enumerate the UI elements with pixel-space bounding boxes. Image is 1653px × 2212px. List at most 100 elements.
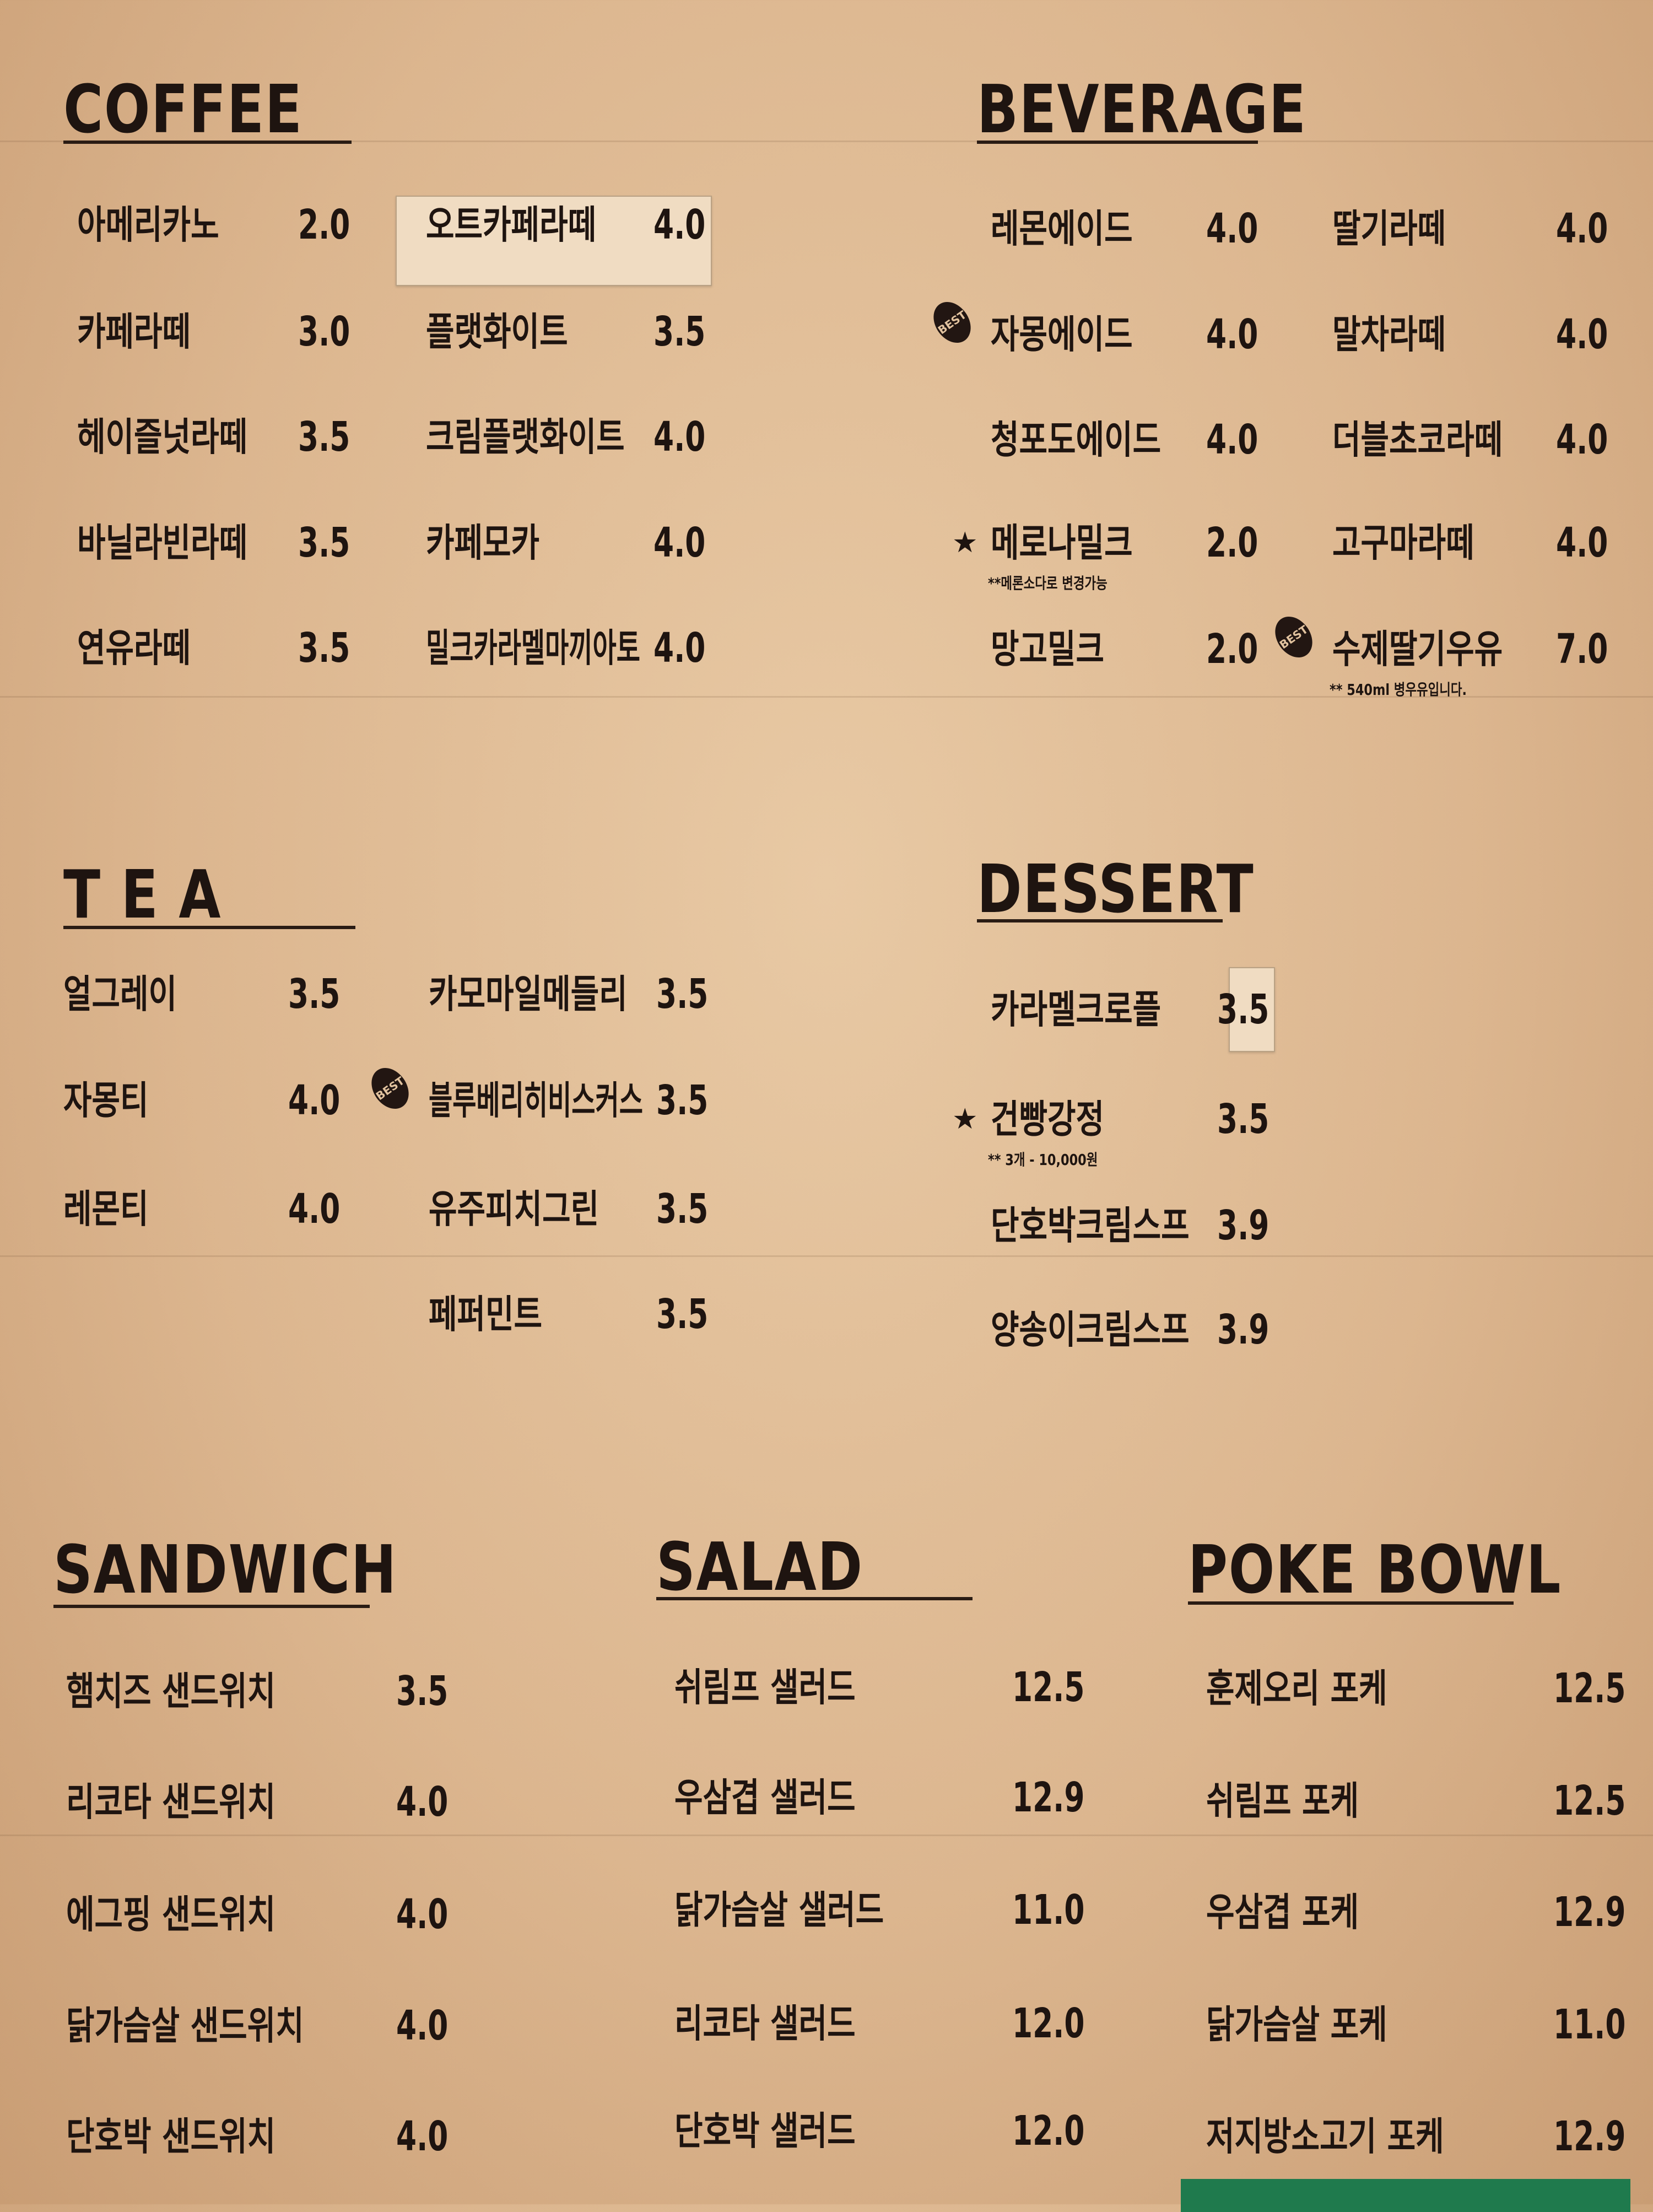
section-title-tea: T E A	[63, 857, 222, 934]
menu-item-name: 말차라떼	[1332, 312, 1446, 357]
sticker-patch	[396, 196, 712, 286]
menu-item-price: 12.0	[1012, 2000, 1085, 2047]
menu-item-price: 4.0	[1556, 205, 1608, 252]
menu-item-price: 12.9	[1553, 1889, 1626, 1936]
menu-item-name: 건빵강정	[991, 1097, 1105, 1142]
menu-item-name: 닭가슴살 샐러드	[674, 1887, 884, 1933]
section-title-coffee: COFFEE	[63, 72, 303, 148]
menu-item-price: 3.9	[1217, 1202, 1270, 1249]
section-title-poke-bowl: POKE BOWL	[1188, 1532, 1562, 1609]
menu-item-name: 블루베리히비스커스	[429, 1078, 643, 1123]
menu-item-price: 3.5	[1217, 1096, 1270, 1143]
menu-item-name: 단호박크림스프	[991, 1203, 1190, 1248]
menu-item-name: 수제딸기우유	[1332, 627, 1503, 672]
menu-item-name: 닭가슴살 포케	[1206, 2002, 1387, 2047]
menu-item-price: 4.0	[1206, 416, 1258, 463]
menu-item-price: 3.5	[298, 624, 350, 672]
menu-item-price: 4.0	[653, 624, 706, 672]
menu-item-price: 7.0	[1556, 625, 1608, 673]
menu-item-name: 닭가슴살 샌드위치	[66, 2003, 304, 2048]
menu-item-name: 쉬림프 포케	[1206, 1778, 1359, 1823]
menu-item-price: 4.0	[288, 1185, 341, 1233]
menu-item-name: 연유라떼	[77, 625, 191, 671]
menu-item-price: 3.5	[656, 1291, 709, 1338]
menu-item-name: 헤이즐넛라떼	[77, 414, 248, 460]
menu-item-name: 리코타 샐러드	[674, 2001, 856, 2046]
menu-item-name: 유주피치그린	[429, 1186, 599, 1232]
menu-item-name: 밀크카라멜마끼아토	[426, 625, 640, 671]
section-underline	[977, 919, 1223, 922]
menu-item-price: 3.9	[1217, 1306, 1270, 1353]
menu-item-name: 리코타 샌드위치	[66, 1779, 276, 1825]
menu-item-price: 4.0	[1206, 311, 1258, 358]
section-title-sandwich: SANDWICH	[53, 1532, 397, 1609]
paper-fold	[0, 141, 1653, 142]
menu-item-price: 2.0	[298, 201, 350, 249]
menu-item-name: 우삼겹 포케	[1206, 1890, 1359, 1935]
section-title-beverage: BEVERAGE	[977, 72, 1307, 148]
best-badge: BEST	[364, 1061, 417, 1116]
menu-item-price: 4.0	[1556, 519, 1608, 567]
menu-item-name: 자몽에이드	[991, 312, 1133, 357]
best-badge: BEST	[1267, 609, 1320, 665]
menu-item-price: 4.0	[396, 2002, 449, 2049]
menu-item-price: 2.0	[1206, 625, 1258, 673]
green-banner	[1181, 2179, 1630, 2212]
section-underline	[53, 1605, 370, 1608]
menu-item-price: 12.0	[1012, 2107, 1085, 2155]
menu-item-price: 4.0	[396, 2113, 449, 2160]
menu-item-price: 4.0	[1556, 416, 1608, 463]
section-underline	[656, 1597, 973, 1600]
best-badge: BEST	[926, 295, 979, 350]
section-underline	[63, 141, 352, 144]
paper-fold	[0, 696, 1653, 698]
star-icon: ★	[952, 1103, 978, 1136]
menu-item-name: 카라멜크로플	[991, 987, 1162, 1032]
menu-item-name: 양송이크림스프	[991, 1307, 1190, 1352]
menu-item-name: 레몬티	[63, 1186, 149, 1232]
menu-item-price: 3.5	[653, 308, 706, 355]
menu-item-price: 3.5	[298, 413, 350, 461]
menu-item-name: 오트카페라떼	[426, 202, 597, 247]
menu-item-price: 4.0	[396, 1891, 449, 1938]
menu-item-price: 12.9	[1012, 1774, 1085, 1821]
menu-item-price: 2.0	[1206, 519, 1258, 567]
menu-item-name: 단호박 샌드위치	[66, 2114, 276, 2159]
menu-item-price: 4.0	[653, 519, 706, 567]
menu-item-name: 레몬에이드	[991, 206, 1133, 251]
menu-item-price: 3.5	[656, 970, 709, 1018]
menu-item-price: 3.5	[656, 1077, 709, 1124]
menu-item-name: 자몽티	[63, 1078, 149, 1123]
menu-item-name: 플랫화이트	[426, 309, 568, 354]
menu-item-name: 훈제오리 포케	[1206, 1666, 1387, 1711]
menu-item-note: ** 540ml 병우유입니다.	[1330, 681, 1467, 699]
menu-item-price: 4.0	[1206, 205, 1258, 252]
menu-item-price: 3.5	[298, 519, 350, 567]
menu-item-name: 단호박 샐러드	[674, 2108, 856, 2154]
menu-item-name: 얼그레이	[63, 972, 177, 1017]
menu-item-price: 3.5	[1217, 986, 1270, 1033]
menu-item-price: 11.0	[1553, 2001, 1626, 2048]
star-icon: ★	[952, 526, 978, 559]
menu-item-price: 4.0	[653, 413, 706, 461]
menu-item-name: 우삼겹 샐러드	[674, 1775, 856, 1820]
menu-item-price: 4.0	[653, 201, 706, 249]
menu-item-name: 더블초코라떼	[1332, 417, 1503, 462]
menu-item-name: 페퍼민트	[429, 1292, 543, 1337]
menu-item-price: 12.5	[1553, 1665, 1626, 1712]
menu-item-price: 4.0	[288, 1077, 341, 1124]
menu-item-name: 청포도에이드	[991, 417, 1162, 462]
menu-item-name: 아메리카노	[77, 202, 219, 247]
menu-item-name: 망고밀크	[991, 627, 1105, 672]
menu-item-note: **메론소다로 변경가능	[988, 574, 1108, 592]
section-title-salad: SALAD	[656, 1529, 863, 1606]
menu-item-price: 3.5	[288, 970, 341, 1018]
menu-item-name: 저지방소고기 포케	[1206, 2114, 1444, 2159]
menu-item-name: 카페모카	[426, 520, 540, 565]
section-underline	[977, 141, 1258, 144]
menu-item-price: 12.5	[1012, 1664, 1085, 1711]
menu-item-price: 4.0	[396, 1778, 449, 1826]
menu-item-price: 12.5	[1553, 1777, 1626, 1825]
menu-item-price: 3.5	[396, 1668, 449, 1715]
menu-item-name: 딸기라떼	[1332, 206, 1446, 251]
